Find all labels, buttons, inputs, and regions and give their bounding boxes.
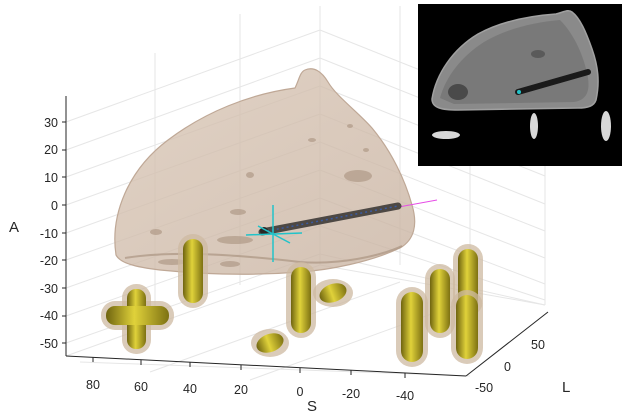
ct-slice-inset [418,4,622,166]
marker [396,287,428,367]
a-tick: -10 [40,227,58,241]
fiducial-markers [101,234,483,367]
a-tick: -30 [40,282,58,296]
a-tick: 0 [51,199,58,213]
l-tick: 50 [531,338,545,352]
marker [313,279,353,307]
l-axis-label: L [562,379,570,396]
a-tick: -20 [40,254,58,268]
marker [425,264,455,338]
a-axis-ticks: 30 20 10 0 -10 -20 -30 -40 -50 [40,116,66,351]
l-axis-ticks: 50 0 -50 [475,338,545,395]
marker [178,234,208,308]
s-tick: 0 [297,385,304,399]
marker-cross [101,284,174,354]
s-tick: 60 [134,380,148,394]
s-axis-ticks: 80 60 40 20 0 -20 -40 [86,357,414,403]
organ-surface [114,68,416,275]
a-tick: 10 [44,171,58,185]
l-tick: -50 [475,381,493,395]
a-tick: 20 [44,143,58,157]
a-tick: -40 [40,309,58,323]
s-tick: 40 [183,382,197,396]
a-tick: -50 [40,337,58,351]
s-axis-label: S [307,398,317,413]
s-tick: 20 [234,383,248,397]
needle-trajectory [258,199,438,236]
s-tick: -40 [396,389,414,403]
l-tick: 0 [504,360,511,374]
marker [251,329,289,357]
target-crosshair [245,205,303,262]
marker [286,262,316,338]
marker [451,290,483,364]
s-tick: -20 [342,387,360,401]
a-axis-label: A [9,219,19,236]
a-tick: 30 [44,116,58,130]
axis-lines [65,96,549,377]
s-tick: 80 [86,378,100,392]
